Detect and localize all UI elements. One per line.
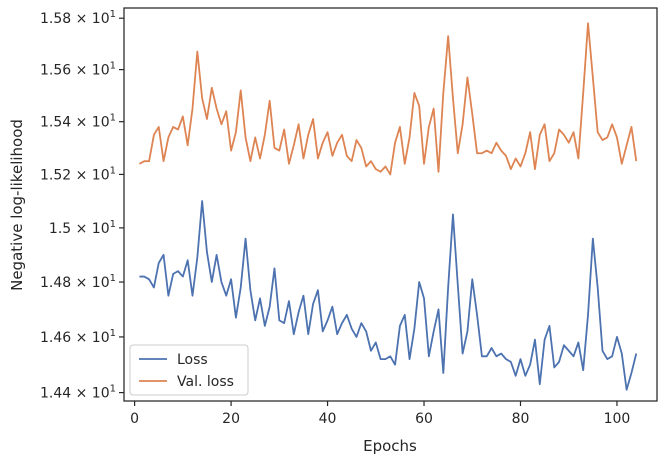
y-tick-label: 1.54 × 101 [40, 113, 116, 131]
y-tick-label: 1.44 × 101 [40, 384, 116, 402]
plot-frame [123, 7, 658, 402]
x-axis-label: Epochs [363, 437, 417, 455]
x-tick-label: 100 [604, 411, 631, 427]
series-line-val-loss [139, 22, 638, 176]
y-tick-label: 1.5 × 101 [49, 219, 116, 237]
y-tick-label: 1.56 × 101 [40, 61, 116, 79]
series-layer [139, 22, 638, 391]
y-tick-label: 1.58 × 101 [40, 9, 116, 27]
y-axis-label: Negative log-likelihood [8, 119, 26, 291]
y-tick-label: 1.48 × 101 [40, 273, 116, 291]
y-axis: 1.44 × 101 1.46 × 101 1.48 × 101 1.5 × 101 1… [40, 9, 124, 402]
x-tick-label: 80 [512, 411, 530, 427]
legend-label-loss: Loss [177, 352, 208, 368]
x-tick-label: 40 [319, 411, 337, 427]
legend: Loss Val. loss [129, 344, 249, 396]
y-tick-label: 1.46 × 101 [40, 328, 116, 346]
x-tick-label: 0 [130, 411, 139, 427]
series-line-loss [139, 200, 638, 391]
plot-area [124, 8, 657, 401]
x-tick-label: 20 [222, 411, 240, 427]
x-tick-label: 60 [415, 411, 433, 427]
legend-label-val-loss: Val. loss [177, 374, 234, 390]
x-axis: 0 20 40 60 80 100 [130, 401, 630, 427]
y-tick-label: 1.52 × 101 [40, 165, 116, 183]
legend-box [129, 344, 249, 396]
